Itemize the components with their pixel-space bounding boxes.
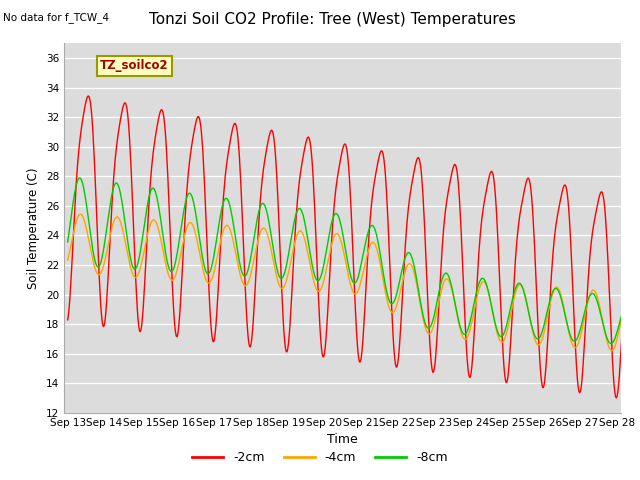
-4cm	[292, 235, 300, 240]
-8cm	[422, 323, 430, 328]
-8cm	[64, 239, 72, 245]
-8cm	[270, 251, 278, 256]
-8cm	[76, 175, 84, 181]
-8cm	[455, 319, 463, 325]
-2cm	[84, 93, 92, 99]
Y-axis label: Soil Temperature (C): Soil Temperature (C)	[28, 167, 40, 289]
-4cm	[270, 262, 278, 267]
Line: -4cm: -4cm	[68, 214, 640, 353]
-8cm	[133, 263, 141, 268]
Text: TZ_soilco2: TZ_soilco2	[100, 59, 169, 72]
-4cm	[77, 211, 84, 217]
Line: -2cm: -2cm	[68, 96, 640, 403]
-2cm	[270, 136, 278, 142]
-2cm	[422, 257, 430, 263]
-2cm	[64, 317, 72, 323]
-4cm	[241, 283, 249, 288]
-2cm	[241, 278, 249, 284]
X-axis label: Time: Time	[327, 433, 358, 446]
-4cm	[133, 274, 141, 279]
Legend: -2cm, -4cm, -8cm: -2cm, -4cm, -8cm	[187, 446, 453, 469]
-8cm	[292, 211, 300, 217]
Text: Tonzi Soil CO2 Profile: Tree (West) Temperatures: Tonzi Soil CO2 Profile: Tree (West) Temp…	[149, 12, 516, 27]
Text: No data for f_TCW_4: No data for f_TCW_4	[3, 12, 109, 23]
-2cm	[455, 188, 463, 194]
-4cm	[64, 257, 72, 263]
-2cm	[133, 305, 141, 311]
-2cm	[292, 214, 300, 220]
-4cm	[422, 327, 430, 333]
Line: -8cm: -8cm	[68, 178, 640, 346]
-8cm	[241, 273, 249, 279]
-4cm	[455, 321, 463, 326]
